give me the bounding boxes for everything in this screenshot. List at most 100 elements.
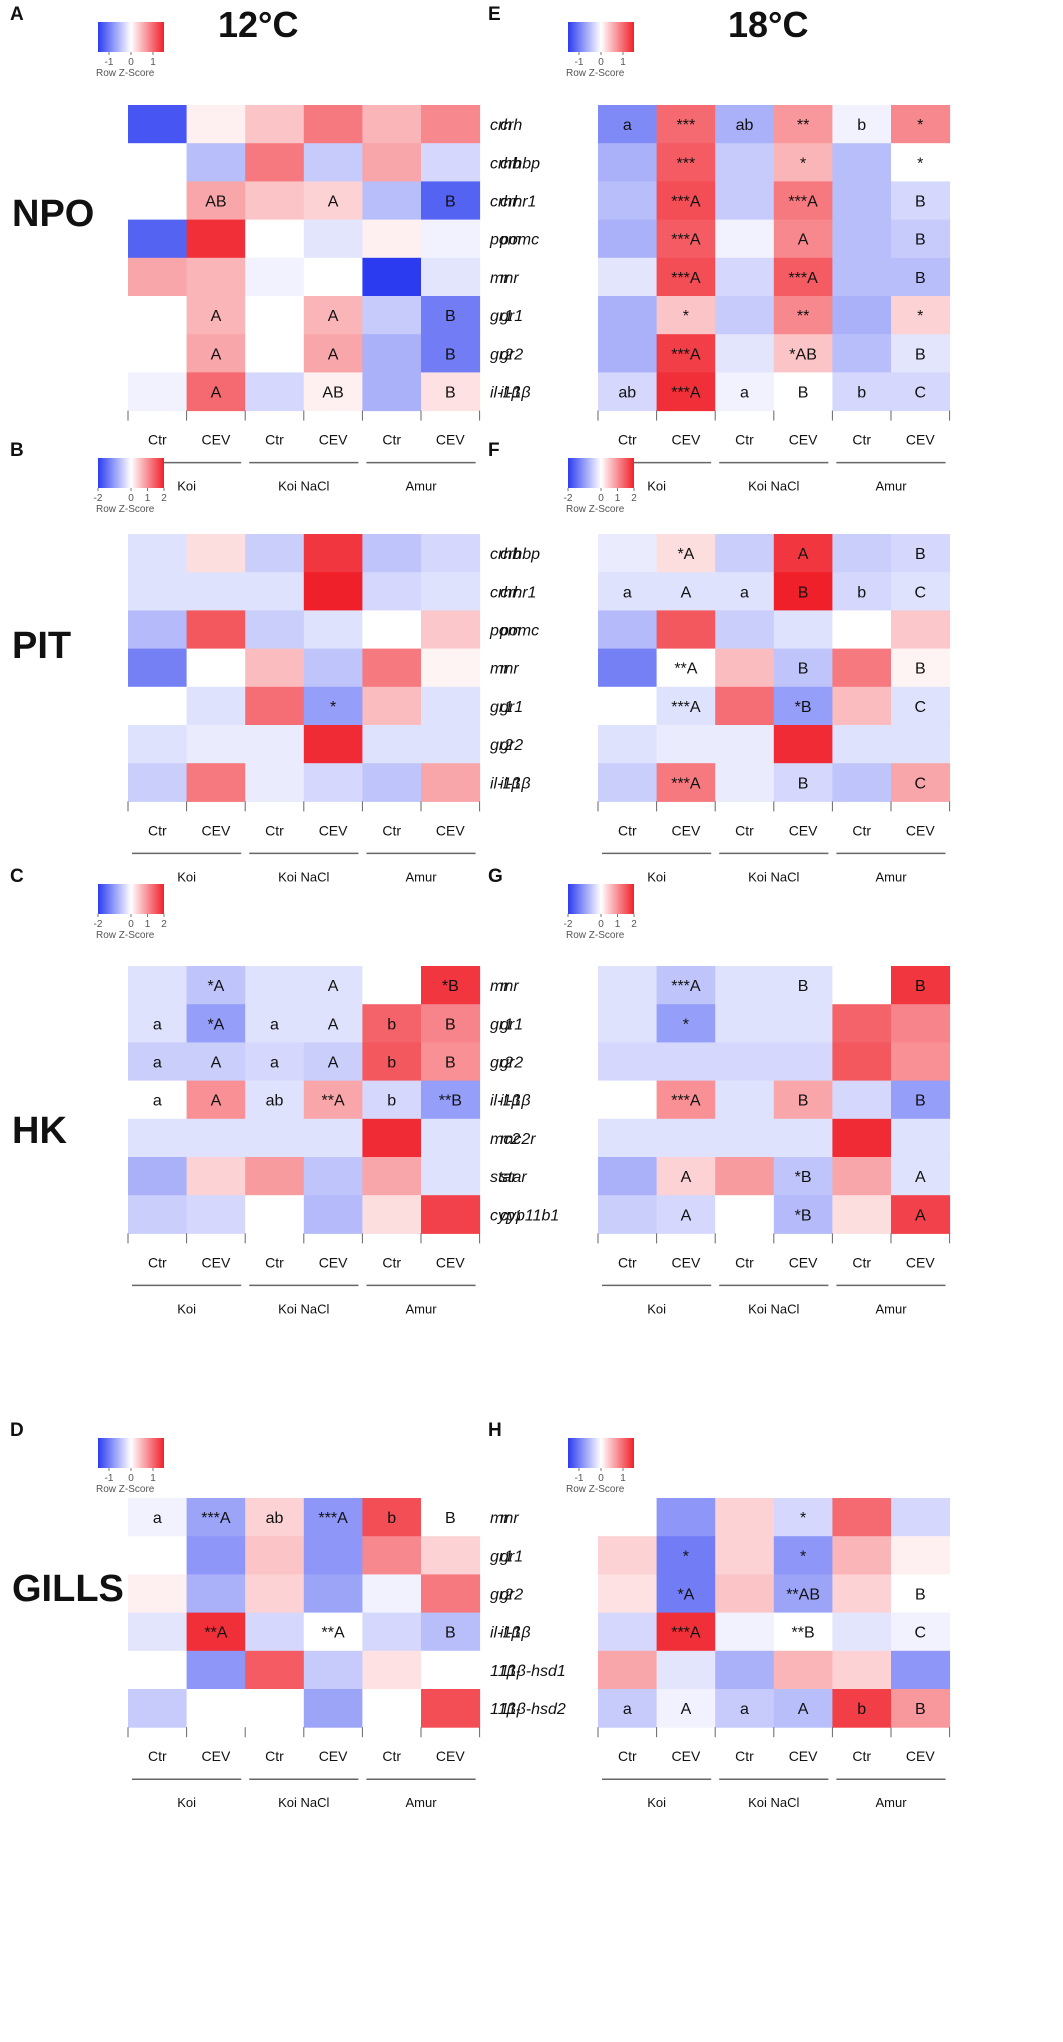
cell-annotation: b xyxy=(387,1055,396,1072)
scale-tick-label: 1 xyxy=(150,1473,156,1484)
cell-annotation: a xyxy=(623,584,632,601)
cell-annotation: B xyxy=(915,661,926,678)
heatmap-cell xyxy=(598,1536,658,1575)
heatmap-cell xyxy=(245,725,305,764)
cell-annotation: b xyxy=(857,584,866,601)
heatmap-cell xyxy=(832,143,892,182)
cell-annotation: ***A xyxy=(671,232,701,249)
heatmap-cell xyxy=(362,1612,422,1652)
scale-tick-label: 1 xyxy=(615,493,621,504)
scale-tick-label: -2 xyxy=(94,493,103,504)
group-label: Amur xyxy=(405,869,437,884)
group-label: Koi xyxy=(647,1795,666,1810)
heatmap-cell xyxy=(773,1157,833,1196)
cell-annotation: **B xyxy=(792,1625,815,1642)
heatmap-cell xyxy=(891,105,951,144)
heatmap-cell xyxy=(832,534,892,573)
heatmap-cell xyxy=(832,296,892,335)
group-label: Koi xyxy=(177,1301,196,1316)
heatmap-cell xyxy=(715,219,775,259)
cell-annotation: ab xyxy=(266,1510,284,1527)
heatmap-cell xyxy=(715,1118,775,1158)
heatmap-cell xyxy=(245,334,305,373)
heatmap-cell xyxy=(186,1612,246,1652)
heatmap-cell xyxy=(362,181,422,221)
heatmap-cell xyxy=(362,143,422,182)
cell-annotation: A xyxy=(798,232,809,249)
cell-annotation: A xyxy=(915,1207,926,1224)
gene-label: pomc xyxy=(499,623,539,640)
cell-annotation: B xyxy=(445,346,456,363)
column-label: Ctr xyxy=(852,822,871,838)
heatmap-cell xyxy=(421,763,481,802)
scale-tick-label: 2 xyxy=(631,493,637,504)
heatmap-cell xyxy=(303,648,363,688)
heatmap-cell xyxy=(128,257,188,297)
column-label: Ctr xyxy=(852,1748,871,1764)
heatmap-cell xyxy=(656,1498,716,1537)
heatmap-cell xyxy=(186,1118,246,1158)
column-label: CEV xyxy=(672,432,701,448)
gene-label: gr1 xyxy=(500,1016,523,1033)
heatmap-cell xyxy=(715,725,775,764)
cell-annotation: b xyxy=(387,1016,396,1033)
heatmap-cell xyxy=(832,686,892,726)
group-label: Koi NaCl xyxy=(748,1301,799,1316)
heatmap-cell xyxy=(128,143,188,182)
cell-annotation: a xyxy=(270,1016,279,1033)
heatmap-cell xyxy=(598,572,658,611)
heatmap-cell xyxy=(832,725,892,764)
heatmap-cell xyxy=(715,686,775,726)
heatmap-cell xyxy=(186,1004,246,1043)
column-label: Ctr xyxy=(148,822,167,838)
heatmap-cell xyxy=(656,219,716,259)
heatmap-cell xyxy=(891,219,951,259)
heatmap-cell xyxy=(303,1498,363,1537)
gene-label: 11β-hsd1 xyxy=(500,1663,566,1680)
cell-annotation: a xyxy=(153,1055,162,1072)
heatmap-cell xyxy=(598,966,658,1005)
heatmap-cell xyxy=(891,966,951,1005)
heatmap-cell xyxy=(421,181,481,221)
column-label: CEV xyxy=(906,432,935,448)
heatmap-cell xyxy=(245,296,305,335)
heatmap-cell xyxy=(773,610,833,650)
heatmap-cell xyxy=(832,763,892,802)
heatmap-cell xyxy=(598,257,658,297)
cell-annotation: A xyxy=(681,1207,692,1224)
cell-annotation: A xyxy=(211,385,222,402)
heatmap-cell xyxy=(773,257,833,297)
heatmap-cell xyxy=(128,1498,188,1537)
gene-label: gr2 xyxy=(500,737,523,754)
heatmap-cell xyxy=(128,219,188,259)
heatmap-cell xyxy=(715,966,775,1005)
heatmap-cell xyxy=(656,1536,716,1575)
column-label: Ctr xyxy=(382,822,401,838)
cell-annotation: AB xyxy=(322,385,343,402)
cell-annotation: ***A xyxy=(671,270,701,287)
cell-annotation: ***A xyxy=(788,194,818,211)
heatmap-cell xyxy=(832,334,892,373)
gene-label: 11β-hsd2 xyxy=(490,1701,520,1718)
heatmap-cell xyxy=(421,105,481,144)
heatmap-cell xyxy=(186,1498,246,1537)
heatmap-cell xyxy=(773,763,833,802)
group-label: Koi NaCl xyxy=(278,479,329,494)
group-label: Koi NaCl xyxy=(278,1795,329,1810)
heatmap-cell xyxy=(656,334,716,373)
heatmap-cell xyxy=(362,763,422,802)
heatmap-cell xyxy=(773,1498,833,1537)
scale-tick-label: 1 xyxy=(615,919,621,930)
cell-annotation: **A xyxy=(322,1625,345,1642)
column-label: Ctr xyxy=(382,432,401,448)
cell-annotation: *AB xyxy=(789,346,817,363)
heatmap-cell xyxy=(598,1612,658,1652)
panel-letter: B xyxy=(10,440,24,461)
group-label: Koi xyxy=(177,869,196,884)
group-label: Amur xyxy=(875,1795,907,1810)
heatmap-cell xyxy=(773,372,833,412)
heatmap-cell xyxy=(773,1004,833,1043)
cell-annotation: B xyxy=(798,978,809,995)
panel-letter: E xyxy=(488,4,501,25)
